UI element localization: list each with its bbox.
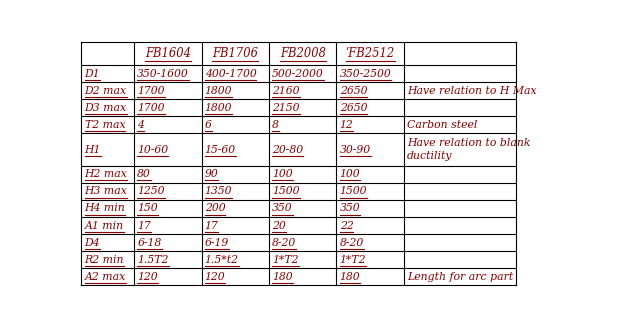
Text: 2650: 2650: [340, 103, 367, 113]
Text: 350-2500: 350-2500: [340, 69, 391, 78]
Text: H1: H1: [85, 145, 101, 155]
Text: 6-19: 6-19: [204, 237, 229, 248]
Text: Have relation to blank: Have relation to blank: [407, 138, 530, 148]
Text: 150: 150: [137, 203, 158, 214]
Text: 1800: 1800: [204, 86, 232, 96]
Text: 1.5*t2: 1.5*t2: [204, 255, 239, 265]
Text: R2 min: R2 min: [85, 255, 124, 265]
Text: Length for arc part: Length for arc part: [407, 272, 514, 282]
Text: 120: 120: [137, 272, 158, 282]
Text: 12: 12: [340, 120, 353, 130]
Text: 22: 22: [340, 221, 353, 230]
Text: 350-1600: 350-1600: [137, 69, 189, 78]
Text: 10-60: 10-60: [137, 145, 169, 155]
Text: 400-1700: 400-1700: [204, 69, 256, 78]
Text: 100: 100: [340, 169, 360, 179]
Text: ʹFB2512: ʹFB2512: [345, 47, 395, 60]
Text: 1.5T2: 1.5T2: [137, 255, 169, 265]
Text: 100: 100: [272, 169, 293, 179]
Text: 90: 90: [204, 169, 218, 179]
Text: D2 max: D2 max: [85, 86, 127, 96]
Text: 8-20: 8-20: [340, 237, 364, 248]
Text: 1*T2: 1*T2: [340, 255, 366, 265]
Text: 6: 6: [204, 120, 211, 130]
Text: T2 max: T2 max: [85, 120, 125, 130]
Text: H2 max: H2 max: [85, 169, 127, 179]
Text: A2 max: A2 max: [85, 272, 126, 282]
Text: Carbon steel: Carbon steel: [407, 120, 477, 130]
Text: 350: 350: [340, 203, 360, 214]
Text: 500-2000: 500-2000: [272, 69, 324, 78]
Text: 1500: 1500: [272, 186, 300, 196]
Text: D1: D1: [85, 69, 100, 78]
Text: Have relation to H Max: Have relation to H Max: [407, 86, 537, 96]
Text: 2150: 2150: [272, 103, 300, 113]
Text: FB1604: FB1604: [145, 47, 191, 60]
Text: 350: 350: [272, 203, 293, 214]
Text: ductility: ductility: [407, 151, 453, 161]
Text: D4: D4: [85, 237, 100, 248]
Text: 20-80: 20-80: [272, 145, 303, 155]
Text: 8: 8: [272, 120, 279, 130]
Text: 8-20: 8-20: [272, 237, 297, 248]
Text: 17: 17: [137, 221, 151, 230]
Text: 6-18: 6-18: [137, 237, 162, 248]
Text: 2160: 2160: [272, 86, 300, 96]
Text: 200: 200: [204, 203, 225, 214]
Text: D3 max: D3 max: [85, 103, 127, 113]
Text: 1*T2: 1*T2: [272, 255, 298, 265]
Text: 17: 17: [204, 221, 218, 230]
Text: 80: 80: [137, 169, 151, 179]
Text: 30-90: 30-90: [340, 145, 371, 155]
Text: 1700: 1700: [137, 86, 165, 96]
Text: H4 min: H4 min: [85, 203, 125, 214]
Text: 1250: 1250: [137, 186, 165, 196]
Text: 1800: 1800: [204, 103, 232, 113]
Text: 180: 180: [272, 272, 293, 282]
Text: 15-60: 15-60: [204, 145, 236, 155]
Text: 2650: 2650: [340, 86, 367, 96]
Text: 120: 120: [204, 272, 225, 282]
Text: A1 min: A1 min: [85, 221, 124, 230]
Text: FB1706: FB1706: [213, 47, 258, 60]
Text: H3 max: H3 max: [85, 186, 127, 196]
Text: FB2008: FB2008: [280, 47, 326, 60]
Text: 4: 4: [137, 120, 144, 130]
Text: 1350: 1350: [204, 186, 232, 196]
Text: 180: 180: [340, 272, 360, 282]
Text: 1700: 1700: [137, 103, 165, 113]
Text: 20: 20: [272, 221, 286, 230]
Text: 1500: 1500: [340, 186, 367, 196]
